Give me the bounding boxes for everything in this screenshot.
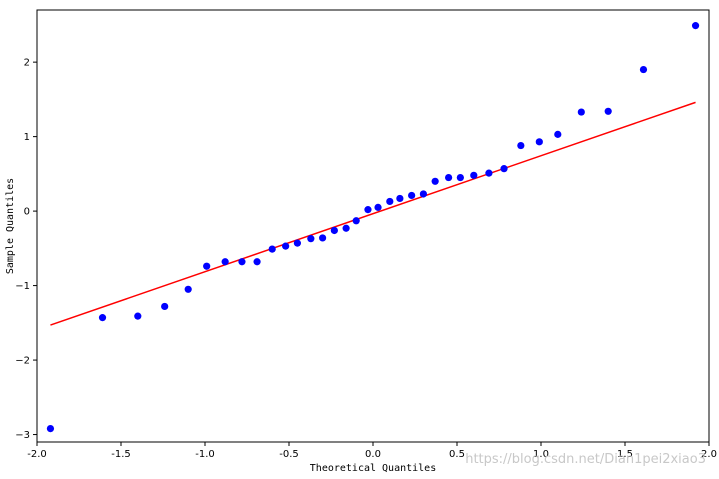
y-tick-label: 2 — [24, 58, 30, 69]
x-tick-label: 1.5 — [617, 449, 633, 460]
y-tick-label: −3 — [15, 430, 30, 441]
data-point — [46, 424, 55, 433]
data-point — [161, 302, 169, 311]
data-point — [535, 138, 543, 146]
reference-line — [50, 101, 696, 326]
data-point — [445, 173, 453, 182]
data-point — [330, 226, 338, 235]
x-tick-label: 1.0 — [533, 449, 549, 460]
data-point — [456, 173, 464, 182]
x-tick-label: -1.0 — [195, 449, 215, 460]
data-point — [485, 169, 493, 177]
x-tick-label: 2.0 — [701, 449, 717, 460]
y-tick-label: −2 — [15, 356, 30, 367]
data-point — [98, 314, 107, 322]
y-axis-label: Sample Quantiles — [5, 178, 16, 274]
x-tick-label: -0.5 — [279, 449, 299, 460]
data-point — [221, 258, 229, 266]
data-point — [470, 171, 478, 179]
data-point — [386, 197, 394, 206]
data-point — [319, 234, 327, 242]
data-point — [408, 191, 416, 200]
plot-area: -2.0 -1.5 -1.0 -0.5 0.0 0.5 1.0 1.5 2.0 −3 −2 −1 0 1 2… — [5, 9, 717, 474]
data-point — [374, 203, 382, 211]
data-point — [184, 285, 192, 293]
data-point — [431, 177, 439, 185]
data-point — [691, 22, 700, 30]
data-point — [342, 224, 350, 232]
x-tick-label: 0.0 — [365, 449, 381, 460]
y-tick-label: 0 — [24, 207, 30, 218]
data-point — [639, 65, 648, 74]
data-point — [203, 262, 211, 270]
data-point — [134, 312, 142, 320]
data-point — [396, 194, 404, 203]
data-point — [554, 130, 562, 138]
x-tick-label: -1.5 — [111, 449, 131, 460]
data-point — [500, 165, 508, 173]
watermark-text: https://blog.csdn.net/Dian1pei2xiao3 — [465, 452, 706, 467]
x-axis-label: Theoretical Quantiles — [310, 463, 436, 474]
x-tick-label: -2.0 — [27, 449, 47, 460]
data-point — [293, 239, 301, 247]
data-point — [352, 217, 360, 225]
x-tick-label: 0.5 — [449, 449, 465, 460]
data-point — [307, 235, 315, 243]
y-tick-label: −1 — [15, 281, 30, 292]
data-point — [238, 258, 246, 266]
data-point — [282, 242, 290, 250]
data-point — [577, 108, 585, 116]
data-point — [419, 190, 427, 198]
data-point — [517, 141, 525, 150]
data-point — [268, 245, 276, 253]
data-point — [604, 107, 612, 115]
data-point — [253, 258, 261, 266]
y-tick-label: 1 — [24, 132, 30, 143]
data-point — [364, 206, 372, 214]
axes-frame — [36, 9, 710, 443]
